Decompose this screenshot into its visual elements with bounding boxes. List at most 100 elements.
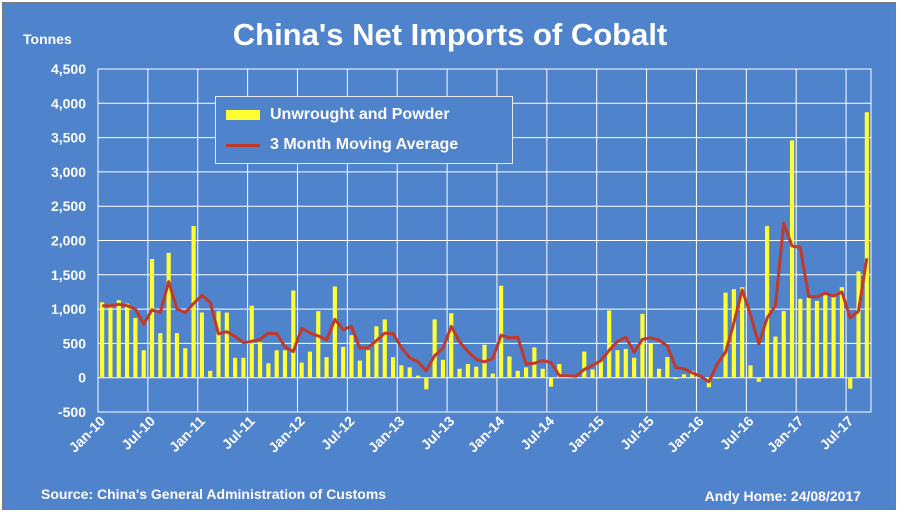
y-tick-label: 2,000 — [51, 233, 86, 249]
bar — [415, 375, 421, 378]
bar — [748, 365, 753, 378]
x-tick-label: Jan-15 — [564, 413, 607, 456]
bar — [765, 226, 770, 378]
bar — [108, 307, 113, 378]
bar — [632, 357, 637, 378]
x-tick-label: Jan-17 — [764, 413, 807, 456]
bar — [332, 286, 337, 378]
x-tick-label: Jan-16 — [664, 413, 707, 456]
bar — [607, 310, 612, 378]
y-tick-label: 4,000 — [51, 95, 86, 111]
bar — [582, 351, 587, 378]
bar — [523, 367, 529, 378]
bar — [316, 311, 321, 378]
bar — [723, 292, 728, 378]
bar — [823, 292, 828, 378]
bar — [266, 363, 271, 378]
bar — [291, 290, 296, 378]
bar — [615, 350, 620, 378]
bar — [390, 357, 396, 378]
legend-item-line: 3 Month Moving Average — [226, 135, 458, 155]
bar — [133, 318, 138, 378]
y-tick-label: 3,500 — [51, 130, 86, 146]
bar — [731, 289, 736, 378]
y-tick-label: -500 — [58, 404, 86, 420]
bar — [299, 362, 304, 378]
bar — [665, 357, 670, 378]
bar — [640, 313, 645, 378]
moving-average-line — [102, 221, 869, 384]
y-tick-label: 500 — [63, 335, 87, 351]
y-tick-label: 4,500 — [51, 61, 86, 77]
author-credit: Andy Home: 24/08/2017 — [704, 488, 861, 504]
bar — [715, 377, 720, 379]
bar — [457, 368, 462, 378]
bar — [282, 350, 288, 378]
bar — [399, 365, 404, 378]
x-tick-label: Jul-16 — [717, 413, 757, 453]
bar — [490, 373, 495, 378]
bar — [100, 302, 105, 378]
bar — [449, 313, 454, 378]
bar — [474, 366, 479, 378]
bar — [681, 374, 687, 378]
x-tick-label: Jan-13 — [365, 413, 408, 456]
bar — [848, 377, 853, 389]
y-tick-label: 1,500 — [51, 267, 86, 283]
bar — [174, 333, 180, 378]
bar — [407, 367, 412, 378]
bar — [465, 363, 470, 378]
bar — [208, 370, 213, 378]
chart-title: China's Net Imports of Cobalt — [232, 17, 668, 52]
bar — [781, 311, 786, 378]
bar — [241, 357, 246, 378]
bar — [382, 319, 387, 378]
bar — [598, 360, 603, 378]
bar — [814, 300, 820, 378]
source-note: Source: China's General Administration o… — [41, 486, 387, 502]
y-axis-ticks: -500 0 500 1,000 1,500 2,000 2,500 3,000 3,500 4,… — [51, 61, 86, 420]
bar — [116, 300, 121, 378]
bar — [125, 303, 130, 378]
bar — [773, 336, 778, 378]
legend-item-bar: Unwrought and Powder — [226, 105, 450, 125]
bar — [183, 348, 188, 378]
bar — [424, 377, 429, 390]
bar — [789, 140, 795, 378]
bar — [357, 360, 362, 378]
bar — [274, 350, 279, 378]
bar — [648, 343, 653, 378]
y-tick-label: 3,000 — [51, 164, 86, 180]
bar — [507, 356, 512, 378]
bar — [349, 335, 354, 378]
bar — [166, 252, 171, 378]
bar — [831, 296, 836, 378]
bar — [432, 319, 437, 378]
bar — [149, 259, 155, 378]
bar — [756, 377, 761, 382]
chart-plot-area: -500 0 500 1,000 1,500 2,000 2,500 3,000 3,500 4,… — [51, 61, 872, 456]
y-tick-label: 1,000 — [51, 301, 86, 317]
bar — [806, 297, 811, 378]
x-tick-label: Jan-14 — [465, 413, 508, 456]
bar — [673, 377, 678, 380]
x-tick-label: Jan-12 — [265, 413, 308, 456]
bar — [515, 370, 520, 378]
bar — [374, 326, 379, 378]
bar — [557, 363, 562, 378]
plot-border — [97, 68, 872, 413]
bar — [590, 369, 595, 378]
y-axis-unit-label: Tonnes — [23, 31, 72, 47]
bar — [307, 351, 313, 378]
legend-line-label: 3 Month Moving Average — [270, 136, 459, 153]
legend: Unwrought and Powder 3 Month Moving Aver… — [215, 96, 513, 164]
bar — [341, 346, 346, 378]
legend-line-swatch — [226, 143, 260, 147]
x-axis-ticks: Jan-10 Jul-10 Jan-11 Jul-11 Jan-12 Jul-12 Jan-… — [66, 413, 857, 456]
bar — [141, 350, 146, 378]
bar — [798, 298, 803, 378]
bar — [839, 287, 844, 378]
bar — [224, 312, 229, 378]
x-tick-label: Jul-11 — [219, 413, 259, 453]
